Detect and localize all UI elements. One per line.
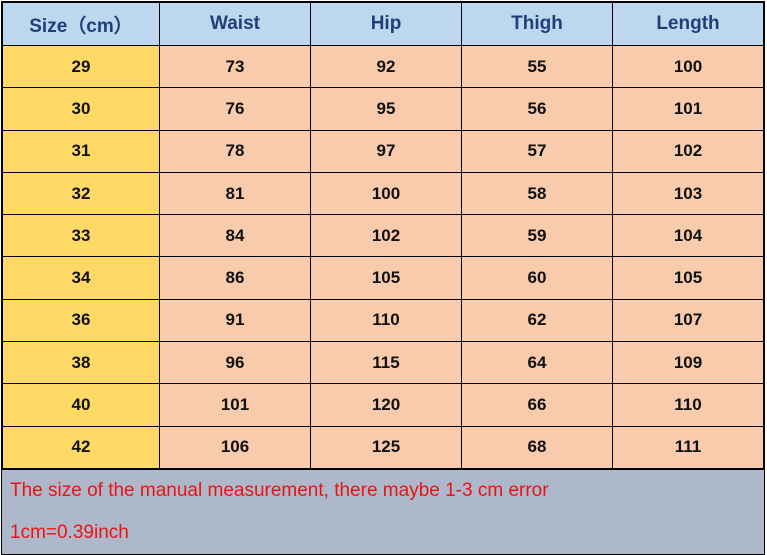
measurement-cell: 102 <box>310 214 462 258</box>
header-row: Size（cm） Waist Hip Thigh Length <box>2 2 764 46</box>
measurement-cell: 92 <box>310 44 462 89</box>
measurement-cell: 102 <box>612 129 764 173</box>
measurement-cell: 64 <box>461 341 613 385</box>
measurement-cell: 56 <box>461 87 613 131</box>
size-cell: 40 <box>2 383 160 427</box>
measurement-cell: 101 <box>159 383 311 427</box>
measurement-cell: 107 <box>612 298 764 343</box>
measurement-cell: 78 <box>159 129 311 173</box>
notes-footer: The size of the manual measurement, ther… <box>2 468 764 554</box>
measurement-cell: 55 <box>461 44 613 89</box>
measurement-cell: 91 <box>159 298 311 343</box>
table-row: 31 78 97 57 102 <box>2 129 764 173</box>
measurement-cell: 104 <box>612 214 764 258</box>
size-cell: 29 <box>2 44 160 89</box>
measurement-cell: 73 <box>159 44 311 89</box>
measurement-cell: 60 <box>461 256 613 300</box>
measurement-cell: 106 <box>159 425 311 469</box>
size-cell: 36 <box>2 298 160 343</box>
table-row: 29 73 92 55 100 <box>2 44 764 89</box>
size-cell: 42 <box>2 425 160 469</box>
measurement-cell: 109 <box>612 341 764 385</box>
table-row: 42 106 125 68 111 <box>2 425 764 469</box>
measurement-cell: 110 <box>310 298 462 343</box>
measurement-cell: 105 <box>612 256 764 300</box>
measurement-cell: 62 <box>461 298 613 343</box>
table-row: 40 101 120 66 110 <box>2 383 764 427</box>
table-row: 32 81 100 58 103 <box>2 171 764 216</box>
measurement-cell: 59 <box>461 214 613 258</box>
table-row: 36 91 110 62 107 <box>2 298 764 343</box>
column-header: Hip <box>310 2 462 46</box>
size-cell: 31 <box>2 129 160 173</box>
column-header: Length <box>612 2 764 46</box>
column-header: Size（cm） <box>2 2 160 46</box>
measurement-cell: 66 <box>461 383 613 427</box>
measurement-cell: 84 <box>159 214 311 258</box>
size-cell: 38 <box>2 341 160 385</box>
table-row: 30 76 95 56 101 <box>2 87 764 131</box>
size-cell: 34 <box>2 256 160 300</box>
table-row: 34 86 105 60 105 <box>2 256 764 300</box>
size-cell: 30 <box>2 87 160 131</box>
measurement-cell: 125 <box>310 425 462 469</box>
measurement-cell: 120 <box>310 383 462 427</box>
measurement-cell: 100 <box>612 44 764 89</box>
measurement-cell: 101 <box>612 87 764 131</box>
table-row: 33 84 102 59 104 <box>2 214 764 258</box>
size-cell: 32 <box>2 171 160 216</box>
table-row: 38 96 115 64 109 <box>2 341 764 385</box>
measurement-cell: 111 <box>612 425 764 469</box>
measurement-cell: 115 <box>310 341 462 385</box>
column-header: Waist <box>159 2 311 46</box>
measurement-cell: 68 <box>461 425 613 469</box>
measurement-cell: 57 <box>461 129 613 173</box>
measurement-cell: 110 <box>612 383 764 427</box>
measurement-cell: 105 <box>310 256 462 300</box>
measurement-cell: 96 <box>159 341 311 385</box>
measurement-cell: 81 <box>159 171 311 216</box>
note-conversion: 1cm=0.39inch <box>10 521 129 543</box>
measurement-cell: 103 <box>612 171 764 216</box>
size-table: Size（cm） Waist Hip Thigh Length 29 73 92 55 100 3… <box>2 2 764 469</box>
measurement-cell: 76 <box>159 87 311 131</box>
measurement-cell: 95 <box>310 87 462 131</box>
measurement-cell: 100 <box>310 171 462 216</box>
measurement-cell: 97 <box>310 129 462 173</box>
note-error: The size of the manual measurement, ther… <box>10 479 549 501</box>
measurement-cell: 86 <box>159 256 311 300</box>
measurement-cell: 58 <box>461 171 613 216</box>
column-header: Thigh <box>461 2 613 46</box>
size-cell: 33 <box>2 214 160 258</box>
